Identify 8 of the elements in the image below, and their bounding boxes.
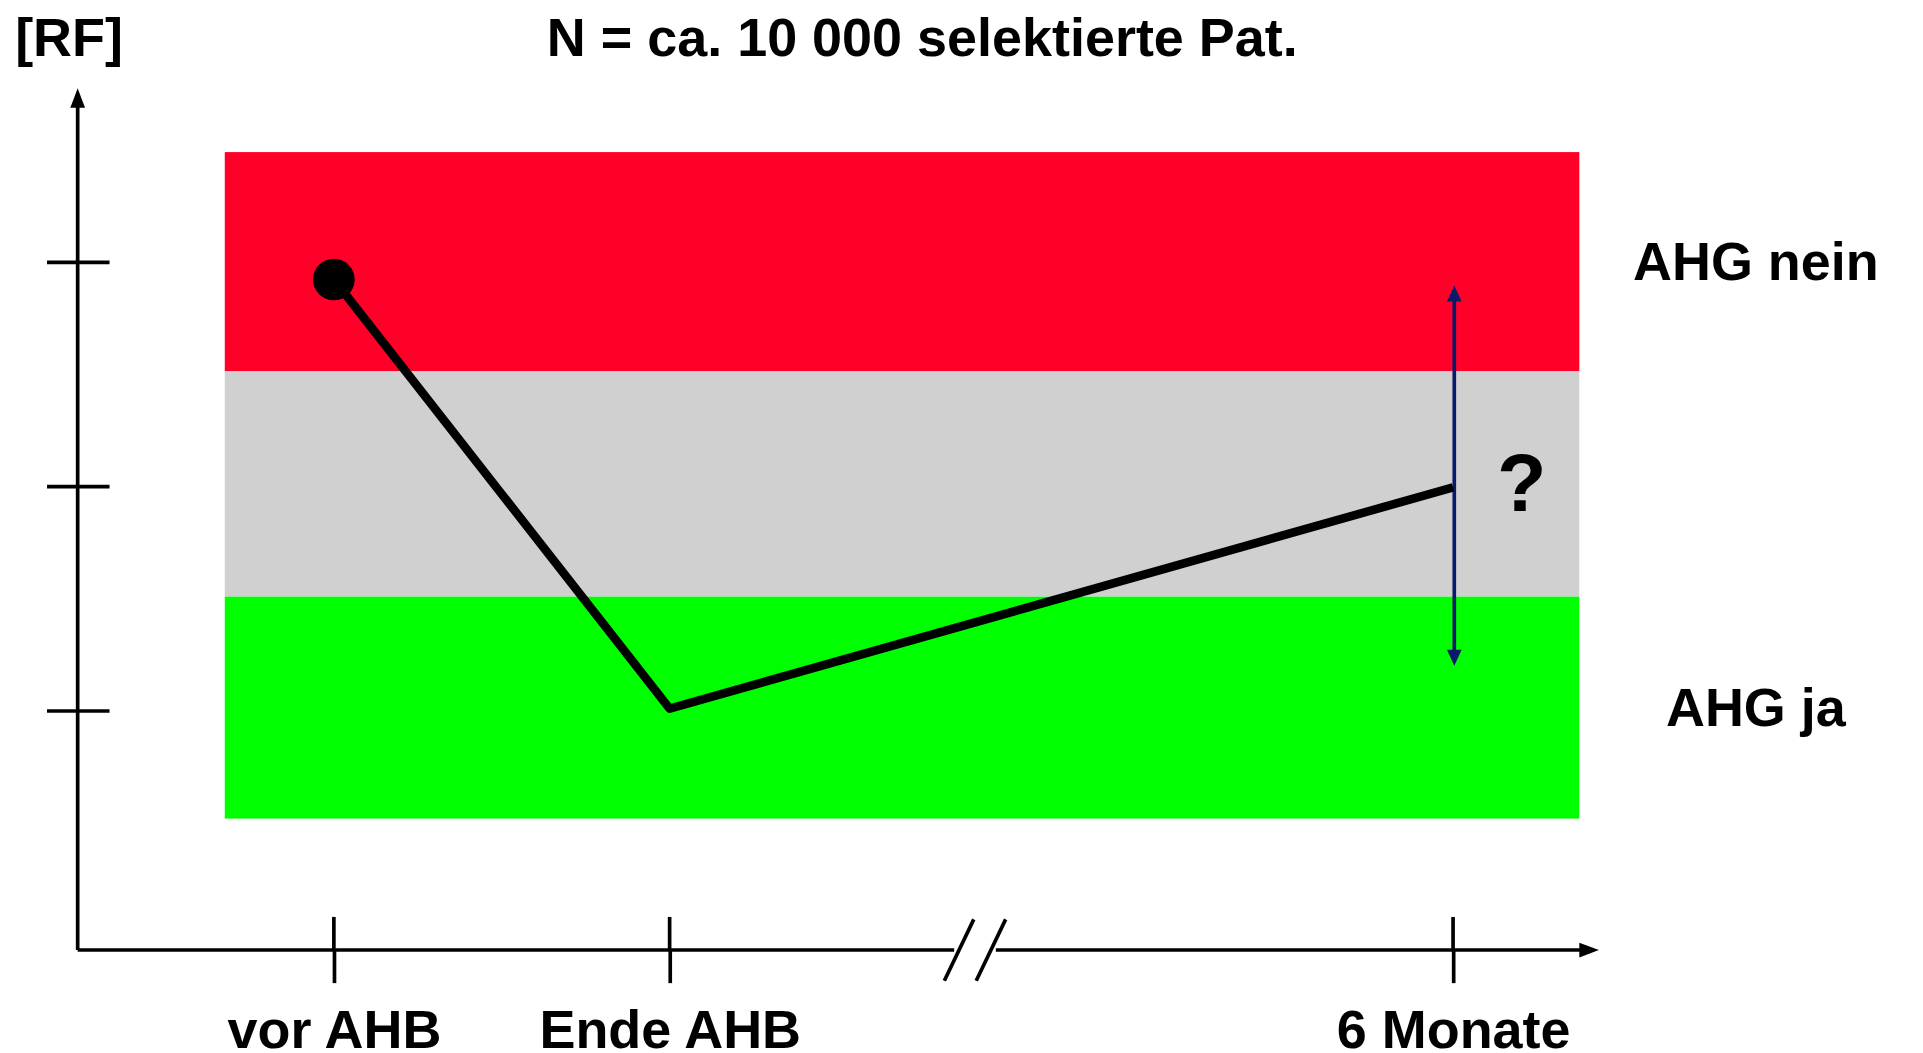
band-label: AHG nein [1633, 231, 1879, 292]
chart-title: N = ca. 10 000 selektierte Pat. [546, 7, 1298, 68]
y-axis-title: [RF] [15, 7, 123, 68]
x-tick-label: vor AHB [227, 999, 442, 1053]
x-tick-label: Ende AHB [539, 999, 802, 1053]
band-label: AHG ja [1665, 677, 1847, 738]
x-tick-label: 6 Monate [1336, 999, 1571, 1053]
annotation: ? [1497, 438, 1547, 529]
